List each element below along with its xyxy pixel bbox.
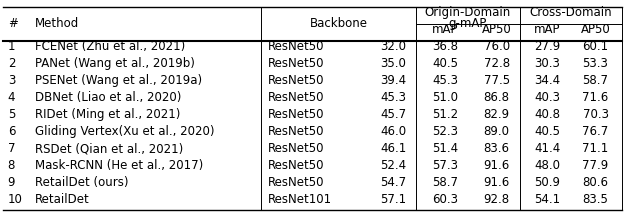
- Text: 40.8: 40.8: [534, 108, 560, 122]
- Text: Gliding Vertex(Xu et al., 2020): Gliding Vertex(Xu et al., 2020): [35, 125, 214, 138]
- Text: 35.0: 35.0: [381, 58, 406, 71]
- Text: 6: 6: [8, 125, 15, 138]
- Text: 53.3: 53.3: [582, 58, 609, 71]
- Text: 40.5: 40.5: [534, 125, 560, 138]
- Text: PANet (Wang et al., 2019b): PANet (Wang et al., 2019b): [35, 58, 195, 71]
- Text: 83.5: 83.5: [582, 193, 609, 206]
- Text: #: #: [8, 17, 17, 30]
- Text: ResNet50: ResNet50: [268, 108, 324, 122]
- Text: 83.6: 83.6: [484, 142, 509, 155]
- Text: 71.1: 71.1: [582, 142, 609, 155]
- Text: mAP: mAP: [534, 23, 561, 36]
- Text: g-mAP: g-mAP: [449, 17, 487, 30]
- Text: 2: 2: [8, 58, 15, 71]
- Text: RSDet (Qian et al., 2021): RSDet (Qian et al., 2021): [35, 142, 184, 155]
- Text: Backbone: Backbone: [310, 17, 367, 30]
- Text: 45.3: 45.3: [433, 74, 458, 87]
- Text: ResNet50: ResNet50: [268, 159, 324, 173]
- Text: ResNet50: ResNet50: [268, 91, 324, 104]
- Text: 52.3: 52.3: [433, 125, 458, 138]
- Text: 45.3: 45.3: [381, 91, 406, 104]
- Text: 10: 10: [8, 193, 22, 206]
- Text: 46.1: 46.1: [380, 142, 407, 155]
- Text: 52.4: 52.4: [381, 159, 406, 173]
- Text: 54.1: 54.1: [534, 193, 560, 206]
- Text: 77.5: 77.5: [484, 74, 509, 87]
- Text: 5: 5: [8, 108, 15, 122]
- Text: 72.8: 72.8: [484, 58, 509, 71]
- Text: 57.3: 57.3: [433, 159, 458, 173]
- Text: 58.7: 58.7: [433, 176, 458, 189]
- Text: 60.3: 60.3: [433, 193, 458, 206]
- Text: Mask-RCNN (He et al., 2017): Mask-RCNN (He et al., 2017): [35, 159, 204, 173]
- Text: 89.0: 89.0: [484, 125, 509, 138]
- Text: 51.2: 51.2: [433, 108, 458, 122]
- Text: RetailDet (ours): RetailDet (ours): [35, 176, 129, 189]
- Text: ResNet50: ResNet50: [268, 142, 324, 155]
- Text: 57.1: 57.1: [381, 193, 406, 206]
- Text: 76.7: 76.7: [582, 125, 609, 138]
- Text: 41.4: 41.4: [534, 142, 561, 155]
- Text: 7: 7: [8, 142, 15, 155]
- Text: 27.9: 27.9: [534, 40, 561, 53]
- Text: 30.3: 30.3: [534, 58, 560, 71]
- Text: ResNet50: ResNet50: [268, 176, 324, 189]
- Text: 82.9: 82.9: [484, 108, 509, 122]
- Text: Origin-Domain: Origin-Domain: [425, 6, 511, 19]
- Text: ResNet50: ResNet50: [268, 125, 324, 138]
- Text: 48.0: 48.0: [534, 159, 560, 173]
- Text: 40.3: 40.3: [534, 91, 560, 104]
- Text: 60.1: 60.1: [582, 40, 609, 53]
- Text: PSENet (Wang et al., 2019a): PSENet (Wang et al., 2019a): [35, 74, 202, 87]
- Text: 77.9: 77.9: [582, 159, 609, 173]
- Text: 8: 8: [8, 159, 15, 173]
- Text: 46.0: 46.0: [381, 125, 406, 138]
- Text: 50.9: 50.9: [534, 176, 560, 189]
- Text: 40.5: 40.5: [433, 58, 458, 71]
- Text: AP50: AP50: [482, 23, 511, 36]
- Text: 51.0: 51.0: [433, 91, 458, 104]
- Text: 76.0: 76.0: [484, 40, 509, 53]
- Text: ResNet101: ResNet101: [268, 193, 332, 206]
- Text: DBNet (Liao et al., 2020): DBNet (Liao et al., 2020): [35, 91, 182, 104]
- Text: ResNet50: ResNet50: [268, 40, 324, 53]
- Text: 54.7: 54.7: [381, 176, 406, 189]
- Text: 34.4: 34.4: [534, 74, 560, 87]
- Text: 91.6: 91.6: [483, 159, 510, 173]
- Text: RetailDet: RetailDet: [35, 193, 90, 206]
- Text: 32.0: 32.0: [381, 40, 406, 53]
- Text: 92.8: 92.8: [484, 193, 509, 206]
- Text: 86.8: 86.8: [484, 91, 509, 104]
- Text: 58.7: 58.7: [582, 74, 609, 87]
- Text: ResNet50: ResNet50: [268, 74, 324, 87]
- Text: Cross-Domain: Cross-Domain: [529, 6, 612, 19]
- Text: RIDet (Ming et al., 2021): RIDet (Ming et al., 2021): [35, 108, 180, 122]
- Text: 91.6: 91.6: [483, 176, 510, 189]
- Text: 9: 9: [8, 176, 15, 189]
- Text: FCENet (Zhu et al., 2021): FCENet (Zhu et al., 2021): [35, 40, 186, 53]
- Text: ResNet50: ResNet50: [268, 58, 324, 71]
- Text: 71.6: 71.6: [582, 91, 609, 104]
- Text: 3: 3: [8, 74, 15, 87]
- Text: 36.8: 36.8: [433, 40, 458, 53]
- Text: 45.7: 45.7: [381, 108, 406, 122]
- Text: mAP: mAP: [432, 23, 459, 36]
- Text: 4: 4: [8, 91, 15, 104]
- Text: AP50: AP50: [580, 23, 611, 36]
- Text: 51.4: 51.4: [433, 142, 458, 155]
- Text: 39.4: 39.4: [381, 74, 406, 87]
- Text: Method: Method: [35, 17, 79, 30]
- Text: 80.6: 80.6: [582, 176, 609, 189]
- Text: 1: 1: [8, 40, 15, 53]
- Text: 70.3: 70.3: [582, 108, 609, 122]
